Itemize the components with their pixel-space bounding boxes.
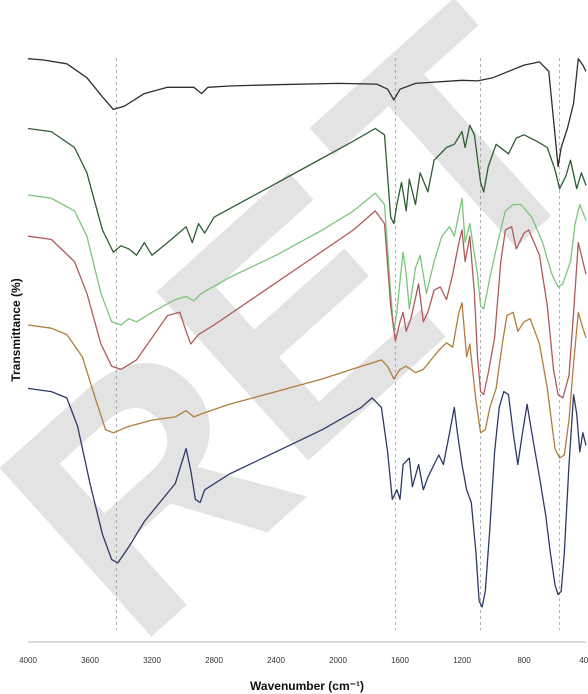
x-tick-label: 400 [579,656,588,665]
spectra-series-group [27,58,587,608]
x-axis-title: Wavenumber (cm⁻¹) [250,679,364,693]
spectrum-line [27,58,587,168]
x-tick-label: 3600 [81,656,99,665]
x-axis-ticks: 4000 3600 3200 2800 2400 2000 1600 1200 800 400 [19,656,588,665]
spectrum-line [27,210,587,399]
spectrum-line [27,387,587,608]
y-axis-title: Transmittance (%) [9,278,23,381]
spectrum-line [27,302,587,459]
x-tick-label: 2400 [267,656,285,665]
x-tick-label: 2000 [329,656,347,665]
x-tick-label: 2800 [205,656,223,665]
x-tick-label: 800 [517,656,531,665]
x-tick-label: 3200 [143,656,161,665]
spectrum-line [27,124,587,256]
x-tick-label: 4000 [19,656,37,665]
x-tick-label: 1200 [453,656,471,665]
x-tick-label: 1600 [391,656,409,665]
spectrum-line [27,192,587,332]
reference-lines [115,58,561,630]
